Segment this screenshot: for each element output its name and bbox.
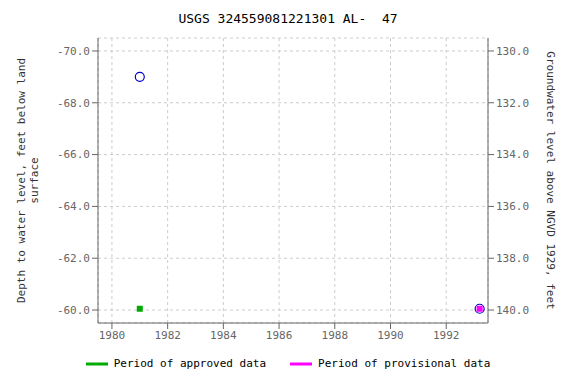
svg-text:136.0: 136.0 <box>496 200 529 213</box>
svg-text:138.0: 138.0 <box>496 252 529 265</box>
svg-text:-62.0: -62.0 <box>57 252 90 265</box>
svg-text:1990: 1990 <box>377 329 404 342</box>
svg-text:Groundwater level above NGVD 1: Groundwater level above NGVD 1929, feet <box>544 51 557 309</box>
html-text:USGS 324559081221301 AL- 47: USGS 324559081221301 AL- 47 <box>178 11 398 26</box>
svg-text:Depth to water level, feet bel: Depth to water level, feet below landsur… <box>15 58 41 303</box>
svg-text:1980: 1980 <box>99 329 126 342</box>
html-text:Period of provisional data: Period of provisional data <box>318 357 491 370</box>
svg-text:-70.0: -70.0 <box>57 45 90 58</box>
svg-text:-60.0: -60.0 <box>57 304 90 317</box>
svg-text:1992: 1992 <box>433 329 460 342</box>
svg-text:140.0: 140.0 <box>496 304 529 317</box>
html-text:Period of approved data: Period of approved data <box>113 357 267 370</box>
svg-text:-68.0: -68.0 <box>57 97 90 110</box>
svg-text:1982: 1982 <box>154 329 181 342</box>
svg-text:132.0: 132.0 <box>496 97 529 110</box>
svg-text:-64.0: -64.0 <box>57 200 90 213</box>
svg-text:1988: 1988 <box>322 329 349 342</box>
svg-text:134.0: 134.0 <box>496 148 529 161</box>
svg-text:-66.0: -66.0 <box>57 148 90 161</box>
svg-text:1984: 1984 <box>210 329 237 342</box>
svg-text:1986: 1986 <box>266 329 293 342</box>
svg-text:130.0: 130.0 <box>496 45 529 58</box>
